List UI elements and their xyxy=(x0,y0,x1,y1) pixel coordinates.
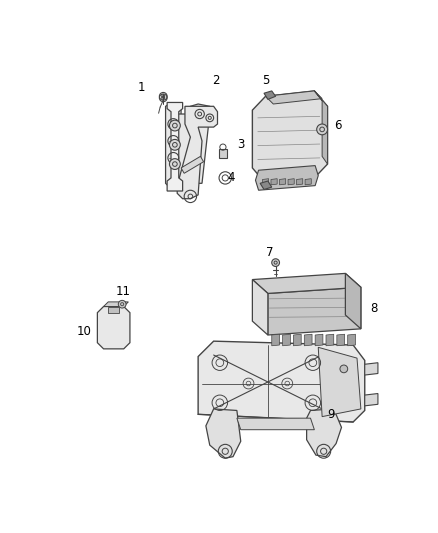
Polygon shape xyxy=(167,102,183,191)
Polygon shape xyxy=(252,91,328,183)
Circle shape xyxy=(340,365,348,373)
Polygon shape xyxy=(108,306,119,313)
Circle shape xyxy=(317,124,328,135)
Polygon shape xyxy=(304,334,312,346)
Polygon shape xyxy=(268,287,361,335)
Polygon shape xyxy=(252,273,361,294)
Polygon shape xyxy=(97,306,130,349)
Polygon shape xyxy=(265,91,322,104)
Circle shape xyxy=(170,159,180,169)
Polygon shape xyxy=(198,341,365,422)
Text: 11: 11 xyxy=(116,285,131,297)
Polygon shape xyxy=(365,393,378,406)
Text: 4: 4 xyxy=(228,172,235,184)
Circle shape xyxy=(170,140,180,150)
Text: 3: 3 xyxy=(237,138,244,151)
Polygon shape xyxy=(314,91,328,164)
Polygon shape xyxy=(177,106,218,199)
Text: 10: 10 xyxy=(77,326,92,338)
Polygon shape xyxy=(288,179,294,185)
Polygon shape xyxy=(348,334,356,346)
Text: 7: 7 xyxy=(266,246,274,259)
Polygon shape xyxy=(326,334,334,346)
Polygon shape xyxy=(318,348,361,417)
Polygon shape xyxy=(272,334,279,346)
Polygon shape xyxy=(171,114,210,183)
Polygon shape xyxy=(307,409,342,457)
Text: 2: 2 xyxy=(212,75,220,87)
Text: 1: 1 xyxy=(138,80,145,94)
Polygon shape xyxy=(264,91,276,99)
Polygon shape xyxy=(237,418,314,430)
Circle shape xyxy=(118,301,126,308)
Polygon shape xyxy=(103,302,128,306)
Polygon shape xyxy=(271,179,277,185)
Polygon shape xyxy=(315,334,323,346)
Text: 6: 6 xyxy=(334,119,341,132)
Polygon shape xyxy=(206,409,241,458)
Text: 9: 9 xyxy=(328,408,335,421)
Polygon shape xyxy=(283,334,290,346)
Bar xyxy=(219,149,227,158)
Text: 5: 5 xyxy=(262,75,269,87)
Polygon shape xyxy=(365,363,378,375)
Circle shape xyxy=(170,120,180,131)
Polygon shape xyxy=(337,334,345,346)
Polygon shape xyxy=(187,104,214,124)
Polygon shape xyxy=(293,334,301,346)
Polygon shape xyxy=(260,181,272,189)
Polygon shape xyxy=(279,179,286,185)
Polygon shape xyxy=(166,104,181,187)
Polygon shape xyxy=(346,273,361,329)
Circle shape xyxy=(272,259,279,266)
Polygon shape xyxy=(297,179,303,185)
Polygon shape xyxy=(255,166,318,190)
Polygon shape xyxy=(252,280,268,335)
Polygon shape xyxy=(305,179,311,185)
Polygon shape xyxy=(181,156,204,173)
Text: 8: 8 xyxy=(371,302,378,316)
Polygon shape xyxy=(262,179,268,185)
